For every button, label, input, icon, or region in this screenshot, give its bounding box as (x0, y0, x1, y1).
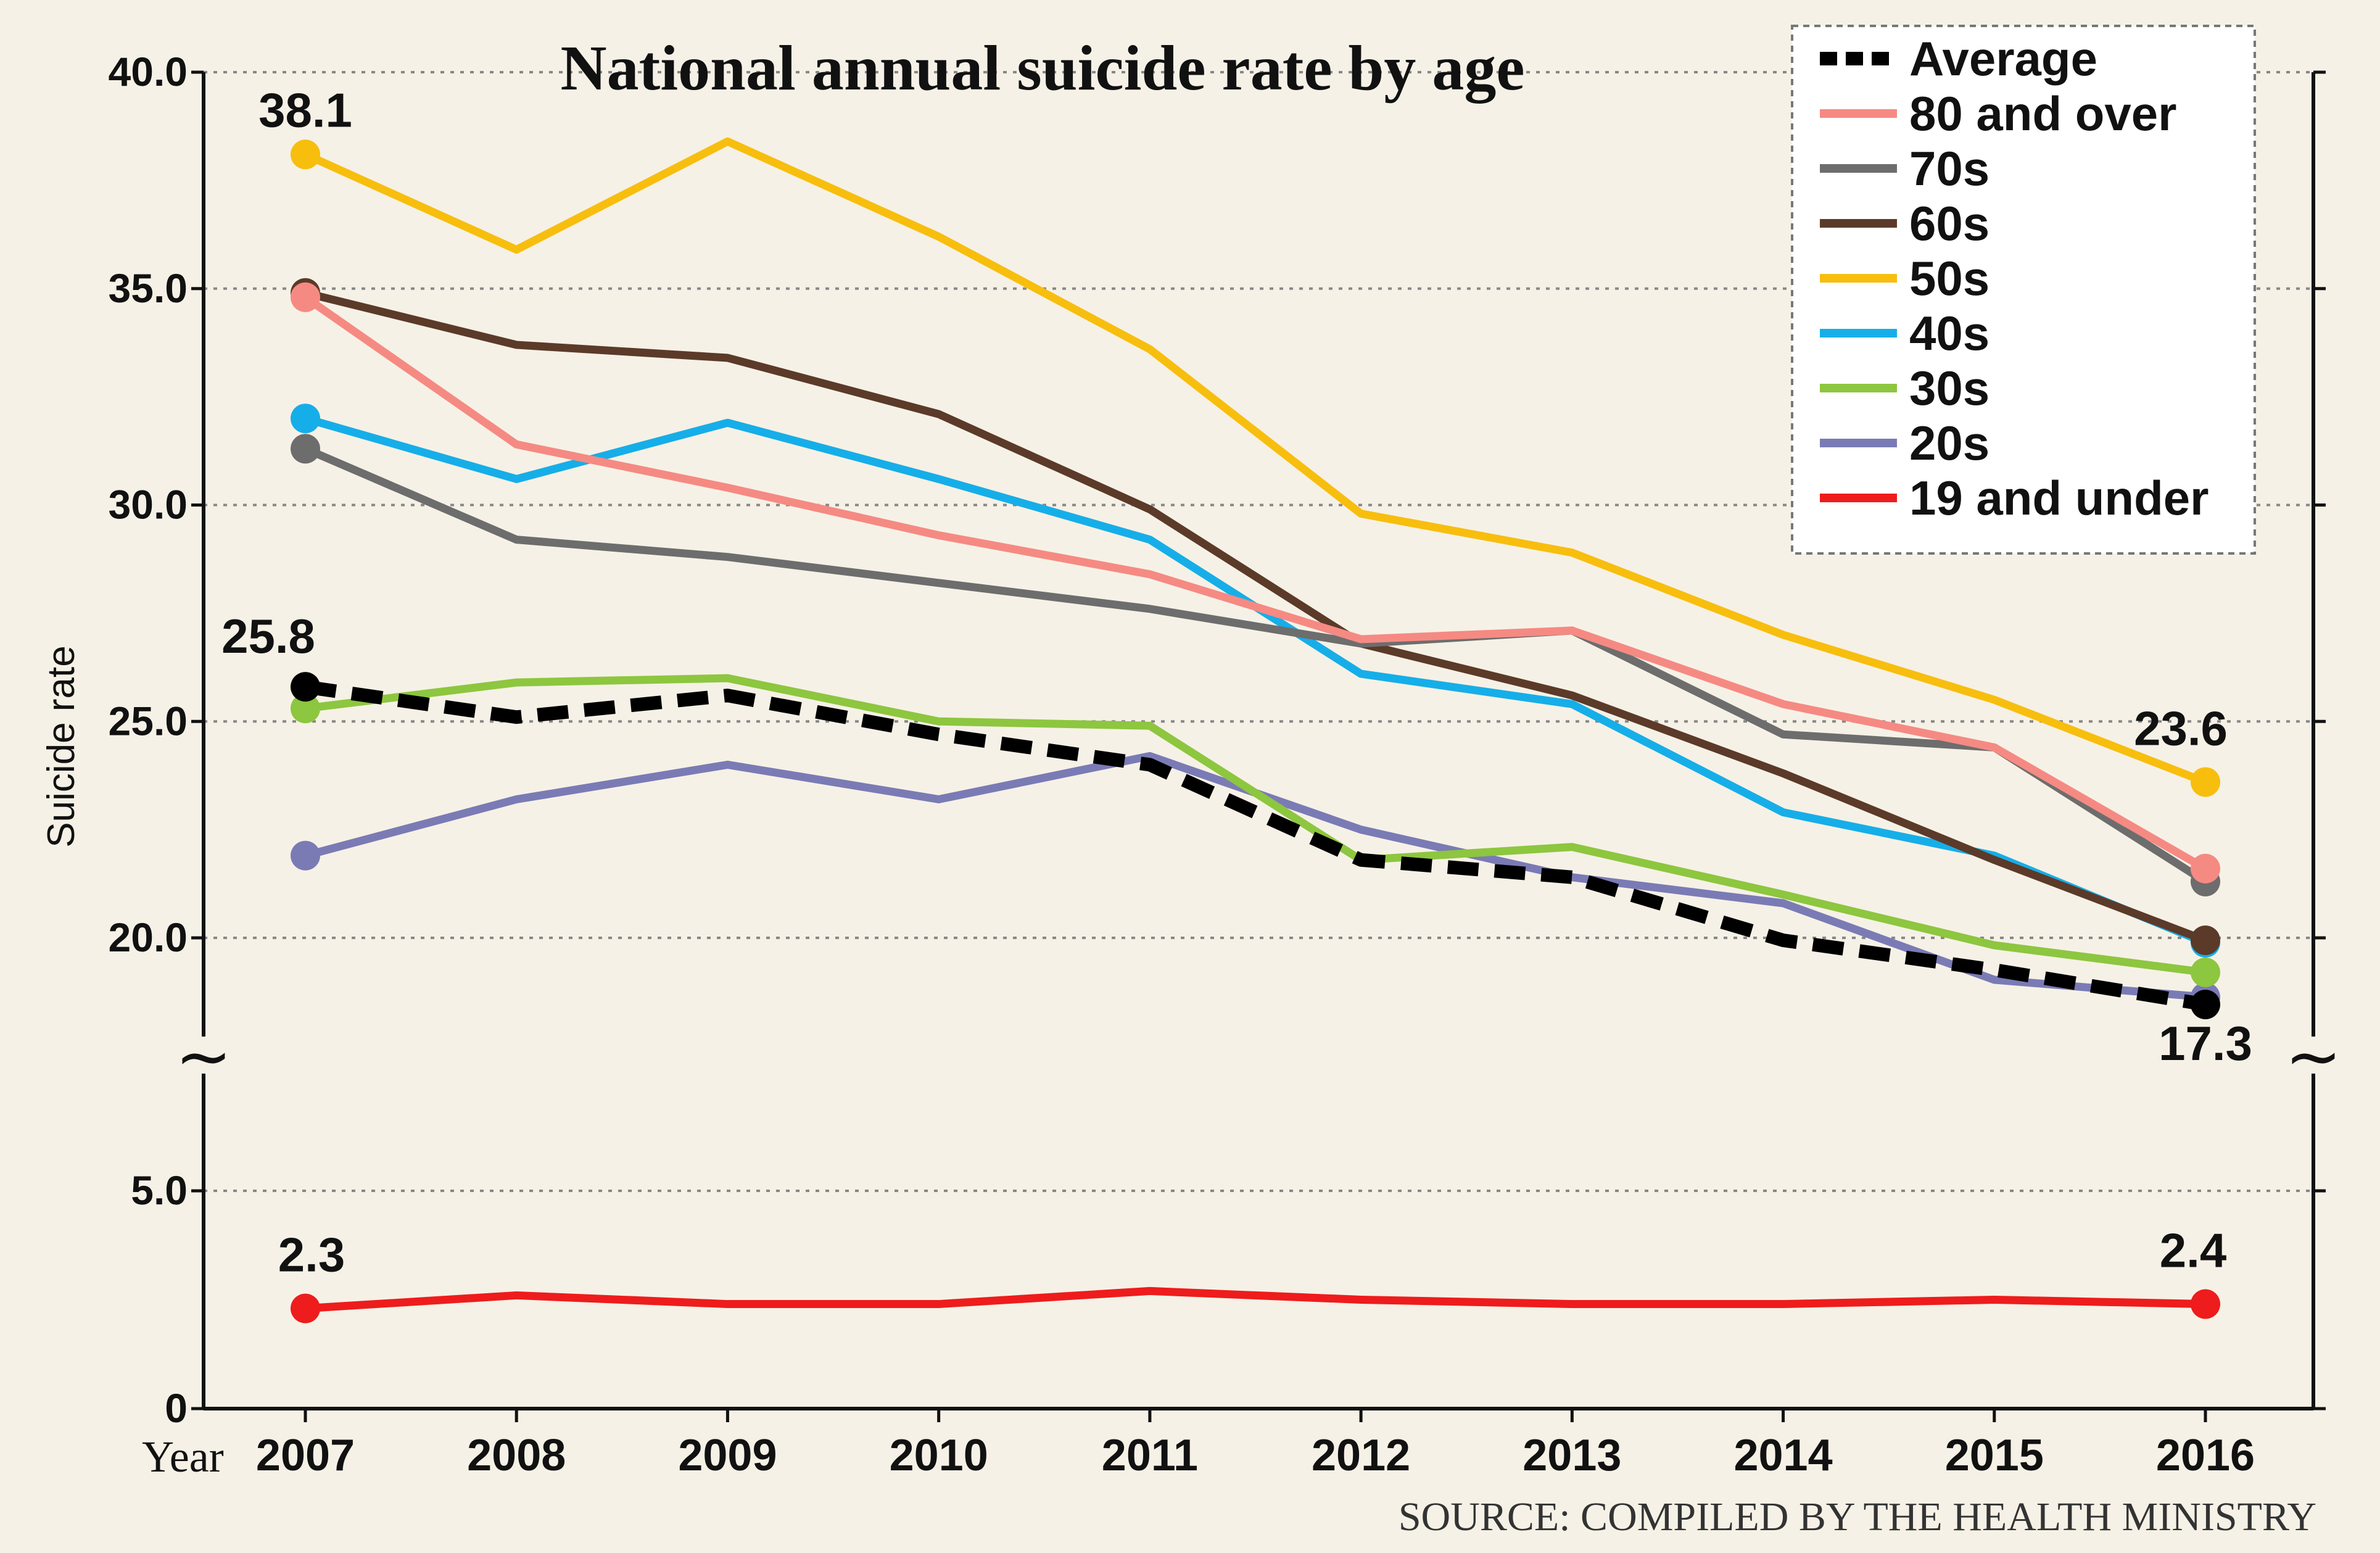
x-tick-label-2007: 2007 (256, 1431, 355, 1480)
x-tick-label-2010: 2010 (890, 1431, 988, 1480)
axis-break-mark: ~ (2285, 1017, 2342, 1096)
axis-break-mark: ~ (175, 1017, 232, 1096)
point-30s-2007 (291, 694, 320, 724)
point-60s-2016 (2191, 926, 2220, 955)
legend-label-40s: 40s (1909, 306, 1990, 360)
series-line-average (304, 680, 2207, 1011)
y-tick-label: 30.0 (109, 482, 188, 528)
data-label: 25.8 (221, 609, 315, 663)
y-tick-label: 25.0 (109, 698, 188, 743)
series-line-80-and-over (303, 294, 2208, 872)
legend-label-30s: 30s (1909, 361, 1990, 415)
x-axis-label: Year (142, 1432, 224, 1481)
x-tick-label-2011: 2011 (1102, 1431, 1198, 1480)
y-axis-label: Suicide rate (40, 645, 83, 847)
y-tick-label: 35.0 (109, 265, 188, 311)
point-50s-2007 (291, 139, 320, 170)
legend-label-60s: 60s (1909, 196, 1990, 251)
point-30s-2016 (2191, 958, 2220, 987)
series-line-30s (305, 674, 2206, 977)
point-40s-2007 (291, 404, 320, 434)
data-label: 2.3 (278, 1228, 345, 1282)
y-tick-label: 0 (165, 1385, 188, 1431)
y-tick-label: 5.0 (131, 1167, 188, 1213)
x-tick-label-2015: 2015 (1945, 1431, 2044, 1480)
x-tick-label-2012: 2012 (1312, 1431, 1410, 1480)
y-tick-label: 40.0 (109, 49, 188, 94)
point-80-and-over-2016 (2191, 853, 2220, 884)
point-20s-2007 (291, 840, 320, 871)
data-label: 2.4 (2160, 1224, 2226, 1278)
data-label: 17.3 (2159, 1016, 2252, 1071)
series-lines (291, 137, 2220, 1323)
point-19-and-under-2016 (2191, 1289, 2220, 1319)
data-label: 23.6 (2134, 701, 2228, 755)
x-tick-label-2014: 2014 (1733, 1431, 1832, 1480)
x-tick-label-2008: 2008 (467, 1431, 566, 1480)
y-tick-label: 20.0 (109, 914, 188, 960)
point-50s-2016 (2191, 767, 2220, 797)
source-note: SOURCE: COMPILED BY THE HEALTH MINISTRY (1399, 1494, 2316, 1539)
chart-title: National annual suicide rate by age (561, 33, 1525, 104)
series-line-50s (304, 137, 2207, 786)
x-tick-label-2009: 2009 (678, 1431, 777, 1480)
legend-label-average: Average (1909, 31, 2097, 86)
point-70s-2007 (291, 434, 320, 464)
legend-label-20s: 20s (1909, 416, 1990, 470)
annotations: 38.1 23.6 25.8 17.3 2.3 2.4 (221, 83, 2252, 1282)
legend-label-19-and-under: 19 and under (1909, 471, 2209, 525)
point-average-2007 (291, 672, 320, 702)
point-19-and-under-2007 (291, 1293, 320, 1323)
legend-label-50s: 50s (1909, 251, 1990, 305)
series-line-70s (304, 445, 2208, 885)
axes: 0 5.0 20.0 25.0 30.0 35.0 40.0 ~ ~2007 2008 2009 20… (109, 49, 2342, 1480)
legend-label-80-and-over: 80 and over (1909, 86, 2177, 141)
legend-label-70s: 70s (1909, 141, 1990, 196)
x-tick-label-2016: 2016 (2156, 1431, 2255, 1480)
data-label: 38.1 (258, 83, 352, 137)
x-tick-label-2013: 2013 (1523, 1431, 1621, 1480)
series-line-19-and-under (305, 1286, 2206, 1313)
series-line-60s (304, 289, 2207, 945)
point-80-and-over-2007 (291, 282, 320, 312)
point-average-2016 (2191, 990, 2220, 1019)
